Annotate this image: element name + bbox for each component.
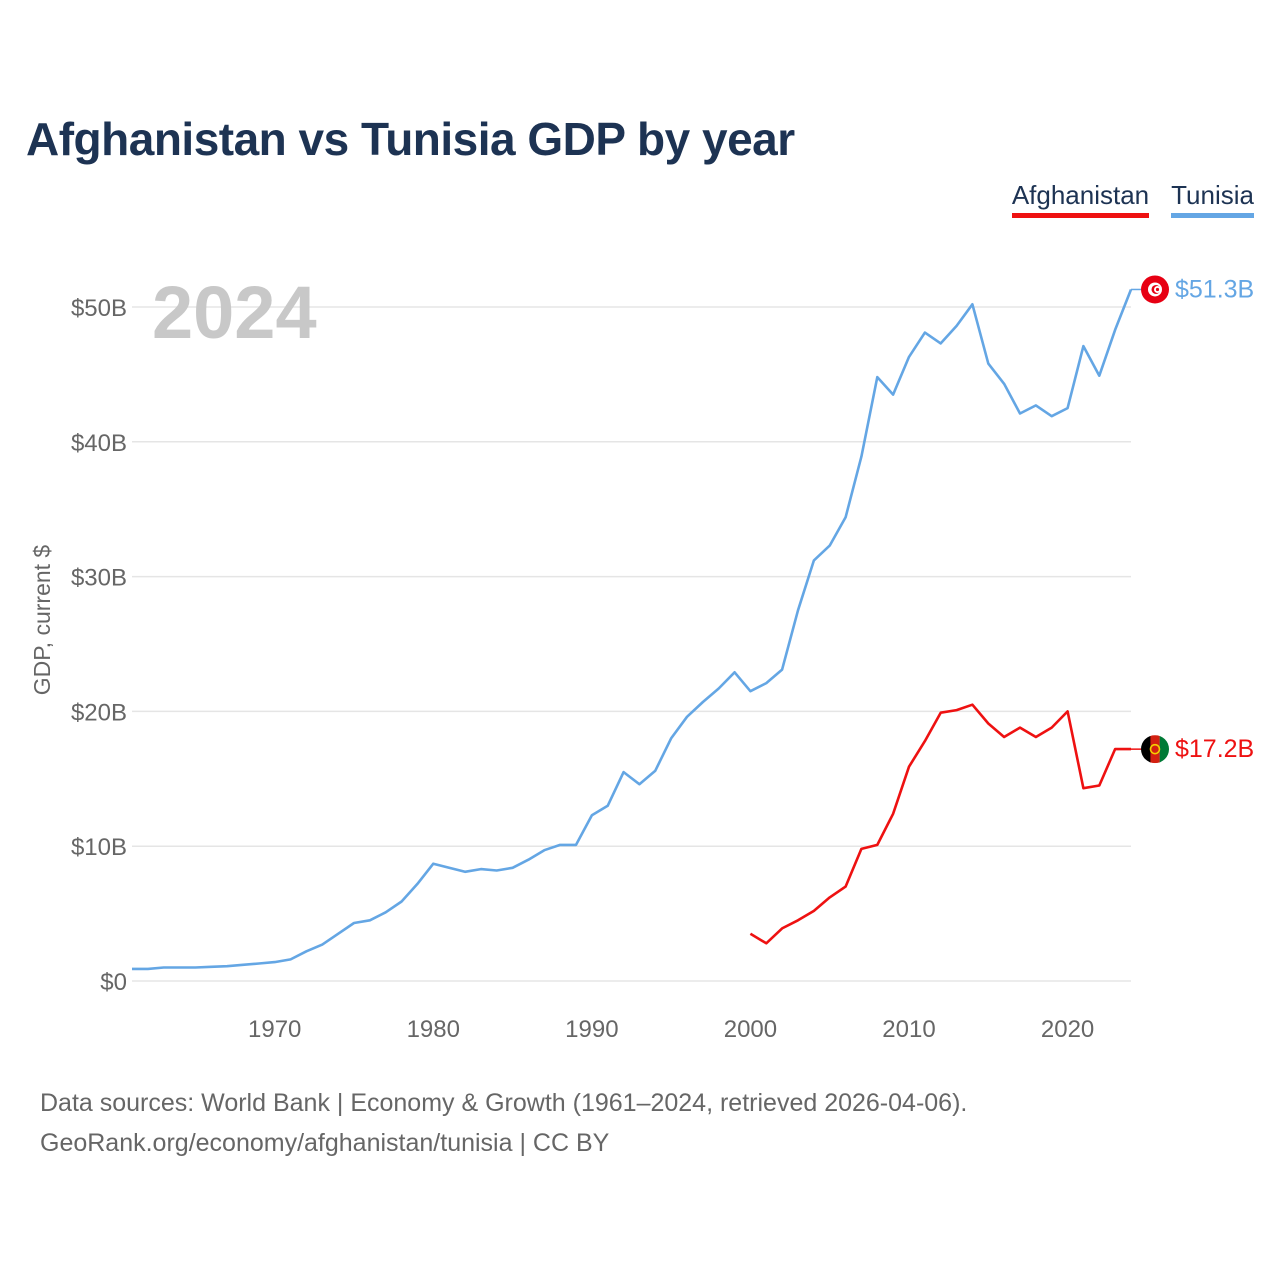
y-axis-label: GDP, current $ [29, 545, 55, 696]
afghanistan-flag-icon [1141, 735, 1169, 764]
flag-emblem [1149, 743, 1161, 755]
flag-band-black [1141, 735, 1151, 764]
x-tick-label: 2010 [882, 1016, 935, 1043]
year-watermark: 2024 [152, 271, 317, 354]
source-line-1: Data sources: World Bank | Economy & Gro… [40, 1089, 968, 1117]
x-tick-label: 1990 [565, 1016, 618, 1043]
flag-band-green [1159, 735, 1169, 764]
x-tick-label: 2000 [724, 1016, 777, 1043]
end-value-label-tunisia: $51.3B [1175, 275, 1254, 303]
legend-item-tunisia[interactable]: Tunisia [1171, 180, 1254, 218]
end-value-label-afghanistan: $17.2B [1175, 735, 1254, 763]
series-line-afghanistan [749, 703, 1131, 945]
x-tick-label: 1980 [407, 1016, 460, 1043]
flag-star [1155, 287, 1160, 292]
tunisia-flag-icon [1141, 275, 1169, 304]
y-tick-label: $40B [71, 430, 127, 457]
x-tick-label: 1970 [248, 1016, 301, 1043]
flag-band-red [1150, 735, 1160, 764]
y-tick-label: $50B [71, 295, 127, 322]
y-tick-label: $30B [71, 565, 127, 592]
legend: Afghanistan Tunisia [1011, 180, 1254, 218]
y-tick-label: $10B [71, 834, 127, 861]
y-tick-label: $20B [71, 699, 127, 726]
legend-item-afghanistan[interactable]: Afghanistan [1011, 180, 1150, 218]
series-line-tunisia [132, 289, 1133, 971]
y-tick-label: $0 [100, 969, 127, 996]
source-line-2[interactable]: GeoRank.org/economy/afghanistan/tunisia … [40, 1129, 610, 1157]
x-tick-label: 2020 [1041, 1016, 1094, 1043]
source-note: Data sources: World Bank | Economy & Gro… [40, 1083, 967, 1163]
chart-title: Afghanistan vs Tunisia GDP by year [26, 113, 795, 165]
flag-bands [1141, 735, 1169, 764]
